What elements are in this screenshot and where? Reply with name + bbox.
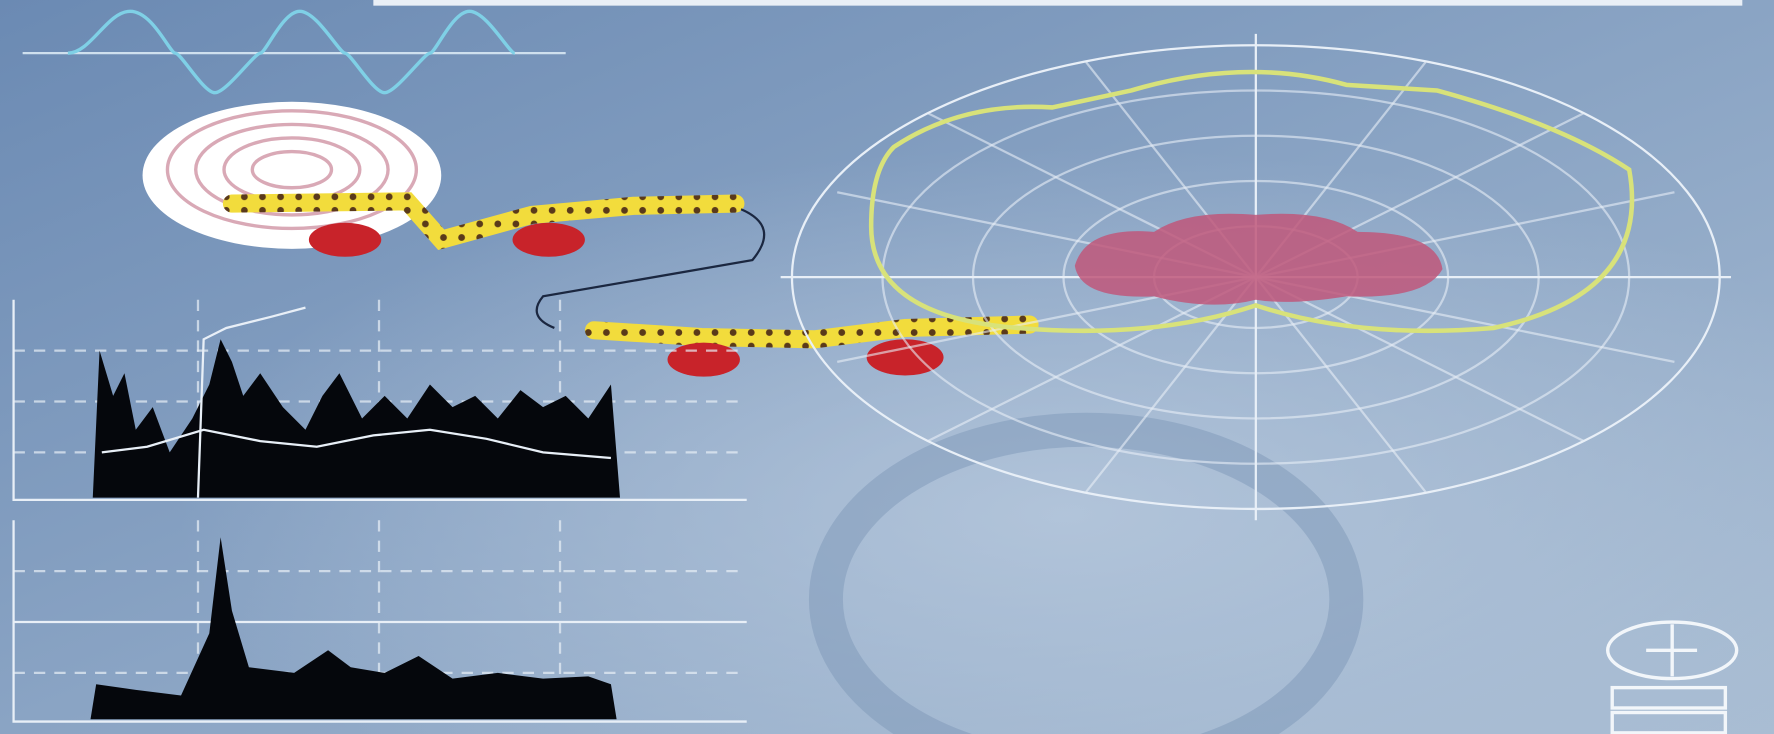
- red-marker: [308, 222, 382, 257]
- spectrum-area: [92, 339, 620, 498]
- connector: [535, 208, 766, 330]
- spectrum-area: [90, 537, 617, 720]
- faded-shape: [809, 412, 1364, 734]
- lobe: [1074, 213, 1443, 305]
- red-marker: [667, 342, 740, 377]
- trend-line: [101, 428, 612, 460]
- target: [142, 101, 442, 249]
- trend-line: [196, 306, 306, 498]
- logo: [1605, 620, 1739, 734]
- dotted-chain: [584, 315, 1039, 349]
- red-marker: [512, 222, 585, 257]
- dotted-chain: [222, 192, 745, 250]
- sine-wave: [67, 9, 516, 95]
- radiation-pattern: [868, 69, 1635, 334]
- red-marker: [866, 339, 944, 376]
- top-bar: [373, 0, 1743, 6]
